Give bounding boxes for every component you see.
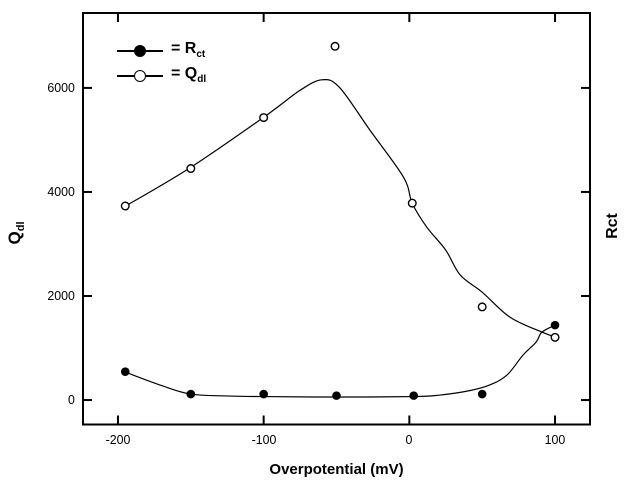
y-tick-label: 6000: [47, 79, 75, 95]
rct-data-point: [409, 391, 419, 400]
qdl-legend-label: = Qdl: [171, 65, 206, 85]
y-axis-label-rct: Rct: [604, 213, 621, 239]
x-tick-label: 100: [544, 432, 566, 447]
qdl-data-point: [120, 201, 130, 211]
rct-fit-curve: [125, 324, 556, 398]
open-circle-icon: [134, 69, 146, 82]
y-axis-label-qdl-sub: dl: [15, 221, 28, 232]
rct-data-point: [477, 389, 487, 399]
y-axis-label-qdl-main: Q: [4, 231, 24, 245]
qdl-data-point: [407, 198, 417, 208]
qdl-legend-line: [117, 69, 163, 82]
qdl-data-point: [550, 332, 560, 342]
rct-data-point: [550, 320, 560, 330]
y-axis-label-qdl: Qdl: [5, 221, 27, 244]
rct-legend-label: = Rct: [171, 40, 205, 60]
legend-item-qdl: = Qdl: [117, 63, 206, 88]
qdl-data-point: [259, 113, 269, 123]
qdl-data-point: [330, 41, 340, 51]
rct-legend-line: [117, 44, 163, 57]
y-tick-label: 0: [68, 392, 75, 408]
rct-data-point: [259, 389, 268, 399]
legend: = Rct = Qdl: [117, 38, 206, 88]
rct-data-point: [120, 367, 130, 376]
rct-data-point: [186, 389, 196, 399]
legend-item-rct: = Rct: [117, 38, 206, 63]
x-axis-label: Overpotential (mV): [269, 461, 404, 478]
rct-legend-label-sub: ct: [196, 49, 206, 61]
qdl-data-point: [477, 302, 487, 312]
plot-frame: [82, 12, 591, 426]
qdl-legend-label-main: = Q: [171, 65, 198, 83]
y-tick-label: 4000: [47, 183, 75, 199]
x-tick-label: 0: [405, 432, 413, 447]
qdl-fit-curve: [124, 78, 559, 339]
y-tick-label: 2000: [47, 288, 75, 303]
qdl-data-point: [186, 164, 196, 174]
x-tick-label: -100: [251, 432, 277, 447]
x-tick-label: -200: [105, 432, 131, 447]
qdl-legend-label-sub: dl: [197, 74, 207, 86]
rct-legend-label-main: = R: [171, 40, 197, 58]
filled-circle-icon: [134, 44, 146, 57]
rct-data-point: [332, 391, 341, 400]
